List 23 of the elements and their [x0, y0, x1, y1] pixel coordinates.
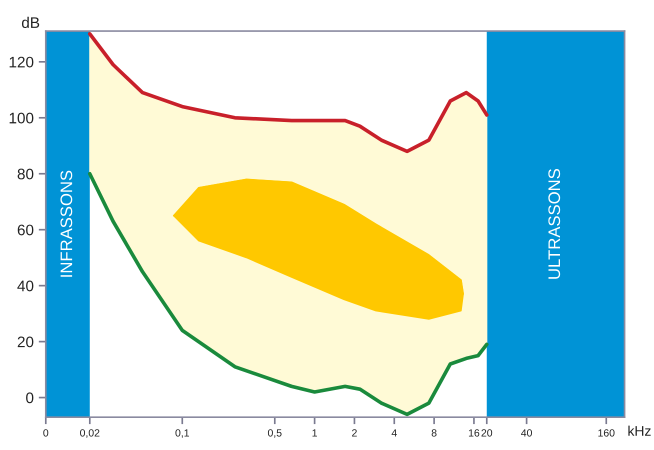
- x-tick-label: 2: [352, 429, 357, 437]
- y-tick-label: 100: [10, 112, 34, 124]
- band-label: ULTRASSONS: [548, 168, 560, 279]
- x-tick-label: 160: [598, 429, 615, 437]
- x-tick-label: 20: [481, 429, 492, 437]
- y-tick-label: 20: [18, 336, 34, 348]
- y-tick-label: 60: [18, 224, 34, 236]
- y-tick-label: 120: [10, 56, 34, 68]
- x-tick-label: 8: [432, 429, 437, 437]
- y-tick-label: 80: [18, 168, 34, 180]
- x-tick-label: 0,1: [175, 429, 190, 438]
- y-tick-label: 40: [17, 280, 34, 292]
- x-tick-label: 0: [43, 429, 48, 437]
- y-tick-label: 0: [26, 392, 34, 404]
- x-tick-label: 1: [312, 429, 317, 437]
- x-tick-label: 16: [468, 429, 480, 437]
- x-tick-label: 0,5: [268, 429, 282, 438]
- y-axis-title: dB: [22, 16, 40, 28]
- band-label: INFRASSONS: [60, 170, 72, 277]
- x-tick-label: 40: [521, 429, 532, 437]
- x-axis-title: kHz: [628, 426, 651, 436]
- x-tick-label: 0,02: [80, 429, 100, 438]
- x-tick-label: 4: [392, 429, 397, 437]
